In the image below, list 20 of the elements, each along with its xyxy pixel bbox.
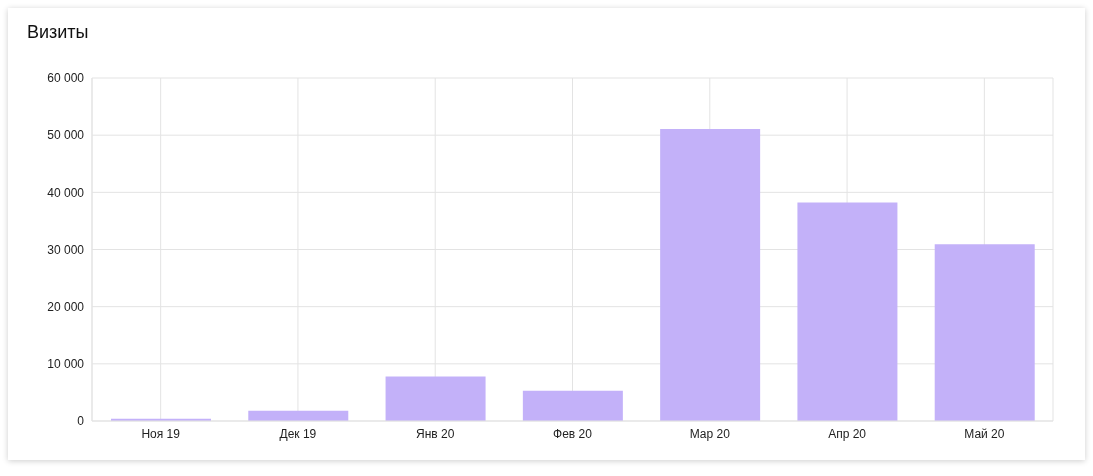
- bar: [660, 128, 761, 421]
- x-tick-label: Янв 20: [416, 426, 455, 441]
- y-tick-label: 0: [77, 414, 85, 429]
- x-tick-label: Апр 20: [828, 426, 867, 441]
- bar: [934, 244, 1035, 421]
- x-tick-label: Фев 20: [553, 426, 593, 441]
- y-tick-label: 40 000: [47, 185, 85, 200]
- y-tick-label: 20 000: [47, 299, 85, 314]
- x-tick-label: Май 20: [964, 426, 1005, 441]
- bar: [522, 390, 623, 421]
- y-tick-label: 50 000: [47, 128, 85, 143]
- x-tick-label: Дек 19: [279, 426, 317, 441]
- x-tick-label: Мар 20: [689, 426, 731, 441]
- bar: [797, 202, 898, 421]
- chart-title: Визиты: [27, 22, 89, 43]
- y-tick-label: 30 000: [47, 242, 85, 257]
- bar: [385, 376, 486, 421]
- y-tick-label: 10 000: [47, 357, 85, 372]
- y-tick-label: 60 000: [47, 71, 85, 86]
- x-tick-label: Ноя 19: [141, 426, 181, 441]
